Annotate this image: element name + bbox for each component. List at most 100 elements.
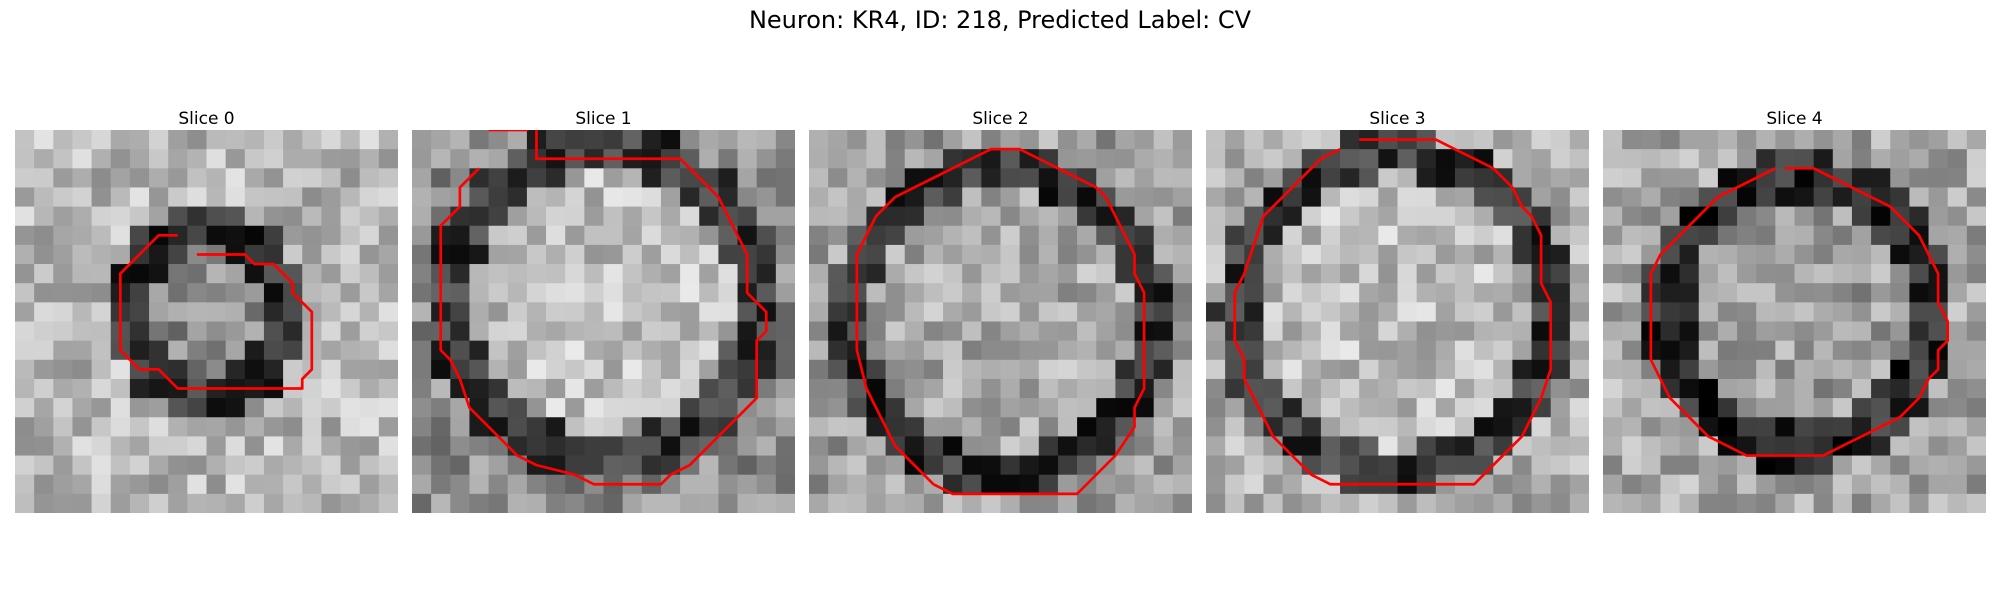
pixel	[1172, 283, 1192, 303]
pixel	[1282, 378, 1303, 399]
pixel	[302, 264, 322, 284]
pixel	[1717, 359, 1738, 380]
pixel	[1947, 474, 1968, 495]
pixel	[981, 244, 1001, 265]
pixel	[1890, 493, 1910, 513]
pixel	[981, 474, 1001, 495]
pixel	[1244, 378, 1264, 399]
pixel	[149, 493, 169, 513]
pixel	[15, 455, 35, 476]
pixel	[1000, 244, 1021, 265]
pixel	[680, 417, 700, 437]
pixel	[641, 244, 662, 265]
pixel	[981, 436, 1001, 456]
pixel	[1698, 321, 1719, 342]
pixel	[1851, 340, 1872, 361]
pixel	[302, 168, 322, 188]
pixel	[1359, 168, 1379, 188]
pixel	[1416, 206, 1437, 227]
pixel	[1947, 244, 1968, 265]
pixel	[660, 302, 681, 322]
pixel	[1660, 436, 1680, 456]
pixel	[1717, 187, 1738, 207]
pixel	[1019, 187, 1040, 207]
pixel	[1435, 359, 1456, 380]
pixel	[1717, 225, 1738, 246]
pixel	[1871, 244, 1891, 265]
pixel	[641, 130, 662, 150]
pixel	[1851, 225, 1872, 246]
pixel	[1871, 321, 1891, 342]
pixel	[469, 264, 489, 284]
pixel	[15, 130, 35, 150]
pixel	[149, 264, 169, 284]
pixel	[641, 436, 662, 456]
pixel	[1550, 455, 1571, 476]
pixel	[1603, 130, 1623, 150]
pixel	[981, 187, 1001, 207]
pixel	[1569, 264, 1589, 284]
pixel	[1263, 283, 1283, 303]
pixel	[718, 283, 738, 303]
pixel	[718, 455, 738, 476]
pixel	[450, 206, 470, 227]
pixel	[1359, 187, 1379, 207]
pixel	[1115, 417, 1135, 437]
pixel	[469, 378, 489, 399]
pixel	[622, 493, 643, 513]
pixel	[72, 168, 92, 188]
pixel	[1096, 493, 1116, 513]
pixel	[1096, 417, 1116, 437]
pixel	[302, 206, 322, 227]
pixel	[1641, 168, 1661, 188]
pixel	[1359, 340, 1379, 361]
pixel	[1641, 436, 1661, 456]
pixel	[1301, 455, 1322, 476]
pixel	[412, 359, 432, 380]
pixel	[565, 493, 585, 513]
pixel	[1756, 130, 1776, 150]
pixel	[1320, 283, 1341, 303]
pixel	[1622, 493, 1642, 513]
pixel	[1775, 474, 1795, 495]
pixel	[775, 340, 795, 361]
pixel	[565, 340, 585, 361]
pixel	[828, 225, 848, 246]
pixel	[1947, 225, 1968, 246]
pixel	[1359, 225, 1379, 246]
pixel	[168, 225, 188, 246]
pixel	[1359, 436, 1379, 456]
pixel	[1282, 321, 1303, 342]
pixel	[1493, 340, 1513, 361]
pixel	[904, 206, 925, 227]
pixel	[1057, 149, 1078, 169]
pixel	[1378, 359, 1398, 380]
pixel	[1397, 302, 1418, 322]
pixel	[1909, 206, 1929, 227]
pixel	[91, 474, 112, 495]
pixel	[110, 455, 131, 476]
pixel	[1172, 493, 1192, 513]
pixel	[1832, 264, 1853, 284]
pixel	[1416, 321, 1437, 342]
pixel	[1603, 149, 1623, 169]
slice-panel-0: Slice 0	[15, 108, 398, 513]
pixel	[1813, 283, 1834, 303]
pixel	[603, 436, 624, 456]
pixel	[450, 149, 470, 169]
pixel	[622, 398, 643, 418]
pixel	[187, 302, 207, 322]
pixel	[1172, 302, 1192, 322]
pixel	[1871, 340, 1891, 361]
pixel	[91, 359, 112, 380]
pixel	[1454, 321, 1475, 342]
pixel	[1813, 244, 1834, 265]
pixel	[359, 168, 380, 188]
pixel	[359, 264, 380, 284]
pixel	[72, 302, 92, 322]
pixel	[603, 359, 624, 380]
pixel	[1301, 340, 1322, 361]
pixel	[943, 398, 963, 418]
pixel	[1569, 455, 1589, 476]
pixel	[1096, 321, 1116, 342]
